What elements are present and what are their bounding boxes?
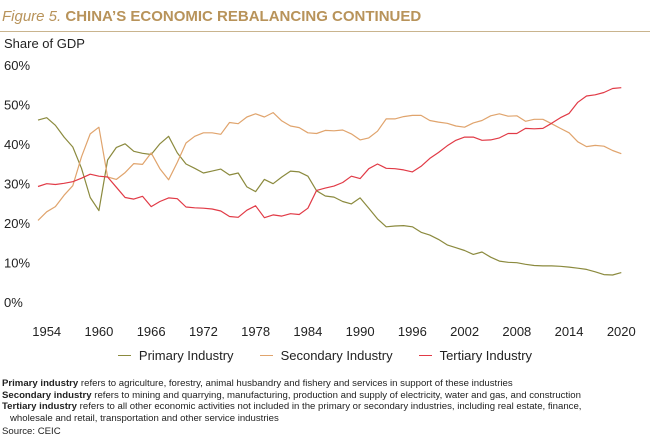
figure-label: Figure 5. (2, 8, 62, 25)
note-primary-term: Primary industry (2, 378, 79, 389)
legend-swatch-secondary (259, 354, 273, 357)
source-note: Source: CEIC (2, 426, 61, 438)
title-divider (0, 31, 650, 32)
x-tick-label: 2008 (502, 324, 531, 339)
note-secondary: Secondary industry refers to mining and … (2, 390, 648, 402)
legend-item-tertiary: Tertiary Industry (418, 348, 533, 363)
y-tick-label: 60% (4, 58, 30, 73)
note-tertiary-term: Tertiary industry (2, 401, 77, 413)
x-tick-label: 1978 (241, 324, 270, 339)
note-primary: Primary industry refers to agriculture, … (2, 378, 648, 390)
chart-title: Figure 5. CHINA’S ECONOMIC REBALANCING C… (2, 8, 421, 25)
x-tick-label: 1972 (189, 324, 218, 339)
note-tertiary: Tertiary industry refers to all other ec… (2, 401, 648, 413)
y-tick-label: 10% (4, 256, 30, 271)
legend-item-secondary: Secondary Industry (259, 348, 393, 363)
y-tick-label: 30% (4, 177, 30, 192)
y-axis-unit-label: Share of GDP (4, 36, 85, 51)
x-tick-label: 2014 (555, 324, 584, 339)
legend-swatch-primary (117, 354, 131, 357)
legend-swatch-tertiary (418, 354, 432, 357)
legend-label-secondary: Secondary Industry (280, 348, 393, 363)
x-tick-label: 1984 (293, 324, 322, 339)
legend-label-tertiary: Tertiary Industry (439, 348, 533, 363)
y-tick-label: 40% (4, 137, 30, 152)
definitions-notes: Primary industry refers to agriculture, … (2, 378, 648, 438)
x-tick-label: 1966 (137, 324, 166, 339)
legend-label-primary: Primary Industry (138, 348, 234, 363)
series-line-primary-industry (37, 117, 622, 276)
note-primary-text: refers to agriculture, forestry, animal … (78, 378, 513, 389)
line-chart: 0% 10% 20% 30% 40% 50% 60% 1954 1960 1966 1972 1978… (4, 58, 636, 339)
title-text: CHINA’S ECONOMIC REBALANCING CONTINUED (65, 8, 422, 25)
legend-item-primary: Primary Industry (117, 348, 234, 363)
chart-legend: Primary Industry Secondary Industry Tert… (0, 348, 650, 363)
x-tick-label: 2002 (450, 324, 479, 339)
series-line-secondary-industry (37, 111, 622, 221)
x-tick-label: 1954 (32, 324, 61, 339)
note-secondary-term: Secondary industry (2, 389, 92, 401)
series-line-tertiary-industry (37, 87, 622, 219)
note-secondary-text: refers to mining and quarrying, manufact… (91, 389, 581, 401)
x-tick-label: 2020 (607, 324, 636, 339)
note-tertiary-continuation: wholesale and retail, transportation and… (10, 412, 279, 424)
note-tertiary-text: refers to all other economic activities … (77, 401, 582, 413)
x-tick-label: 1960 (84, 324, 113, 339)
y-tick-label: 0% (4, 295, 23, 310)
x-tick-label: 1996 (398, 324, 427, 339)
y-tick-label: 20% (4, 216, 30, 231)
y-tick-label: 50% (4, 98, 30, 113)
x-tick-label: 1990 (346, 324, 375, 339)
